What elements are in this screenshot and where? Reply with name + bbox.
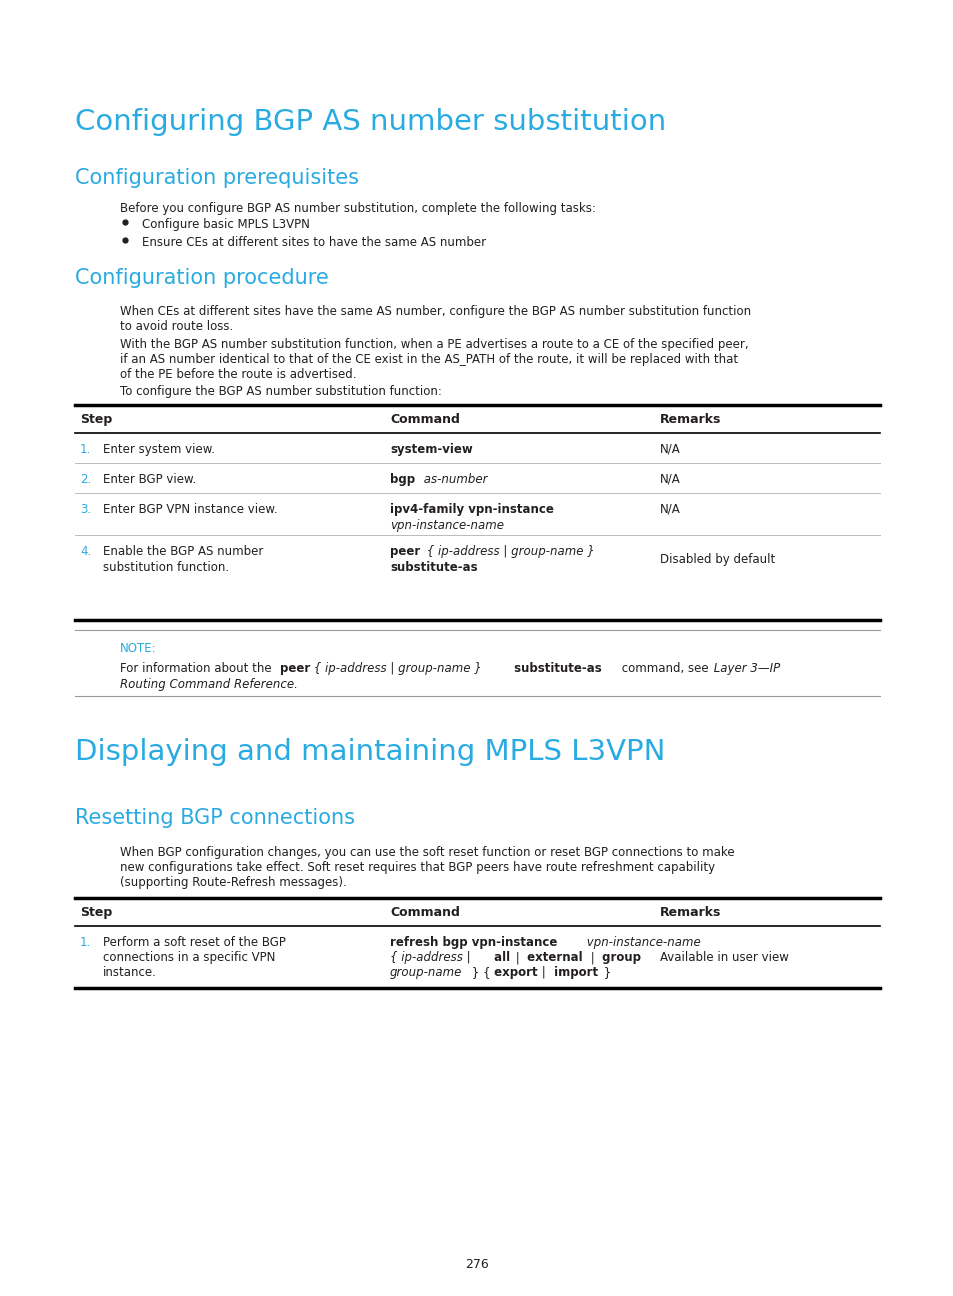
Text: To configure the BGP AS number substitution function:: To configure the BGP AS number substitut… <box>120 385 441 398</box>
Text: Enter BGP view.: Enter BGP view. <box>103 473 196 486</box>
Text: 1.: 1. <box>80 936 91 949</box>
Text: Configuration procedure: Configuration procedure <box>75 268 329 288</box>
Text: NOTE:: NOTE: <box>120 642 156 654</box>
Text: When BGP configuration changes, you can use the soft reset function or reset BGP: When BGP configuration changes, you can … <box>120 846 734 859</box>
Text: peer: peer <box>280 662 310 675</box>
Text: Routing Command Reference.: Routing Command Reference. <box>120 678 297 691</box>
Text: connections in a specific VPN: connections in a specific VPN <box>103 951 275 964</box>
Text: if an AS number identical to that of the CE exist in the AS_PATH of the route, i: if an AS number identical to that of the… <box>120 353 738 365</box>
Text: With the BGP AS number substitution function, when a PE advertises a route to a : With the BGP AS number substitution func… <box>120 338 748 351</box>
Text: command, see: command, see <box>618 662 708 675</box>
Text: Configuration prerequisites: Configuration prerequisites <box>75 168 358 188</box>
Text: } {: } { <box>468 966 490 978</box>
Text: vpn-instance-name: vpn-instance-name <box>390 518 503 531</box>
Text: Enter BGP VPN instance view.: Enter BGP VPN instance view. <box>103 503 277 516</box>
Text: substitution function.: substitution function. <box>103 561 229 574</box>
Text: Displaying and maintaining MPLS L3VPN: Displaying and maintaining MPLS L3VPN <box>75 737 664 766</box>
Text: Resetting BGP connections: Resetting BGP connections <box>75 807 355 828</box>
Text: Command: Command <box>390 906 459 919</box>
Text: 3.: 3. <box>80 503 91 516</box>
Text: bgp: bgp <box>390 473 415 486</box>
Text: to avoid route loss.: to avoid route loss. <box>120 320 233 333</box>
Text: group: group <box>598 951 640 964</box>
Text: Step: Step <box>80 413 112 426</box>
Text: (supporting Route-Refresh messages).: (supporting Route-Refresh messages). <box>120 876 346 889</box>
Text: Ensure CEs at different sites to have the same AS number: Ensure CEs at different sites to have th… <box>142 236 486 249</box>
Text: vpn-instance-name: vpn-instance-name <box>582 936 700 949</box>
Text: |: | <box>512 951 519 964</box>
Text: 4.: 4. <box>80 546 91 559</box>
Text: Configuring BGP AS number substitution: Configuring BGP AS number substitution <box>75 108 665 136</box>
Text: Enable the BGP AS number: Enable the BGP AS number <box>103 546 263 559</box>
Text: all: all <box>490 951 510 964</box>
Text: |: | <box>537 966 545 978</box>
Text: { ip-address | group-name }: { ip-address | group-name } <box>310 662 481 675</box>
Text: Layer 3—IP: Layer 3—IP <box>709 662 780 675</box>
Text: substitute-as: substitute-as <box>390 561 477 574</box>
Text: { ip-address |: { ip-address | <box>390 951 470 964</box>
Text: Remarks: Remarks <box>659 906 720 919</box>
Text: 1.: 1. <box>80 443 91 456</box>
Text: 276: 276 <box>465 1258 488 1271</box>
Text: Available in user view: Available in user view <box>659 951 788 964</box>
Text: Step: Step <box>80 906 112 919</box>
Text: Enter system view.: Enter system view. <box>103 443 214 456</box>
Text: new configurations take effect. Soft reset requires that BGP peers have route re: new configurations take effect. Soft res… <box>120 861 715 874</box>
Text: Command: Command <box>390 413 459 426</box>
Text: substitute-as: substitute-as <box>510 662 601 675</box>
Text: For information about the: For information about the <box>120 662 275 675</box>
Text: { ip-address | group-name }: { ip-address | group-name } <box>422 546 594 559</box>
Text: When CEs at different sites have the same AS number, configure the BGP AS number: When CEs at different sites have the sam… <box>120 305 750 318</box>
Text: group-name: group-name <box>390 966 462 978</box>
Text: 2.: 2. <box>80 473 91 486</box>
Text: instance.: instance. <box>103 966 156 978</box>
Text: as-number: as-number <box>419 473 487 486</box>
Text: external: external <box>522 951 582 964</box>
Text: Remarks: Remarks <box>659 413 720 426</box>
Text: export: export <box>490 966 537 978</box>
Text: of the PE before the route is advertised.: of the PE before the route is advertised… <box>120 368 356 381</box>
Text: N/A: N/A <box>659 503 680 516</box>
Text: Disabled by default: Disabled by default <box>659 553 775 566</box>
Text: Configure basic MPLS L3VPN: Configure basic MPLS L3VPN <box>142 218 310 231</box>
Text: ipv4-family vpn-instance: ipv4-family vpn-instance <box>390 503 554 516</box>
Text: refresh bgp vpn-instance: refresh bgp vpn-instance <box>390 936 557 949</box>
Text: N/A: N/A <box>659 473 680 486</box>
Text: N/A: N/A <box>659 443 680 456</box>
Text: Perform a soft reset of the BGP: Perform a soft reset of the BGP <box>103 936 286 949</box>
Text: peer: peer <box>390 546 420 559</box>
Text: |: | <box>586 951 594 964</box>
Text: system-view: system-view <box>390 443 473 456</box>
Text: Before you configure BGP AS number substitution, complete the following tasks:: Before you configure BGP AS number subst… <box>120 202 596 215</box>
Text: import: import <box>550 966 598 978</box>
Text: }: } <box>599 966 611 978</box>
